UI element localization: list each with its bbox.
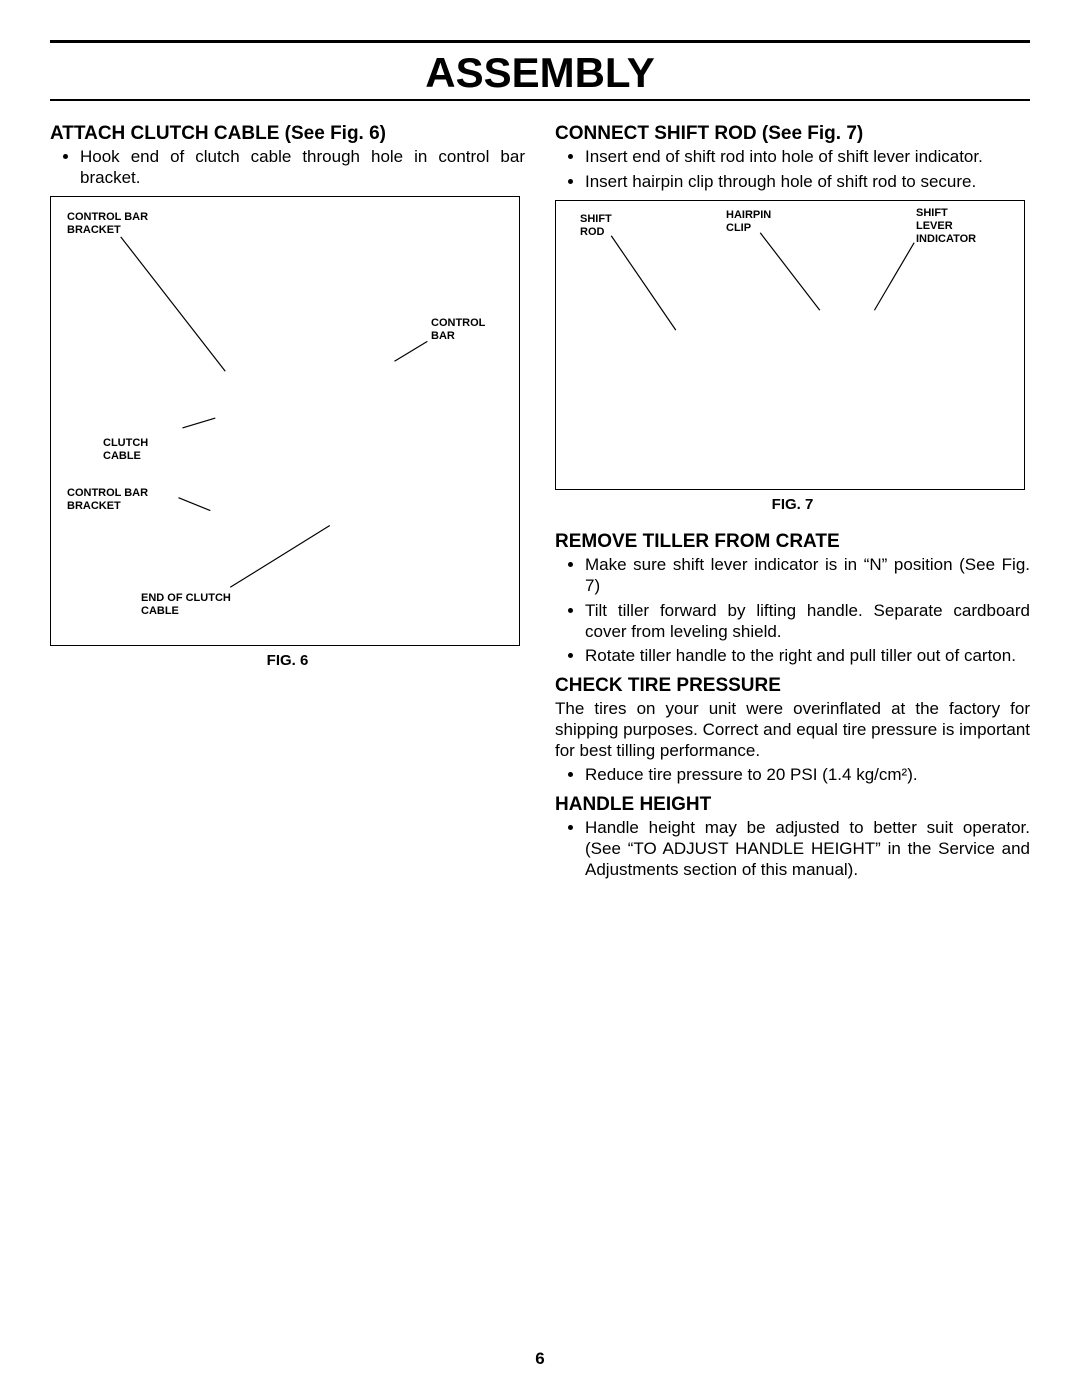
page-number: 6 (0, 1349, 1080, 1369)
list-item: Insert end of shift rod into hole of shi… (585, 147, 1030, 168)
bullet-list: Hook end of clutch cable through hole in… (50, 147, 525, 188)
figure-caption: FIG. 7 (555, 496, 1030, 513)
figure-label: END OF CLUTCHCABLE (141, 592, 231, 617)
list-item: Reduce tire pressure to 20 PSI (1.4 kg/c… (585, 765, 1030, 786)
figure-label: SHIFTLEVERINDICATOR (916, 207, 976, 245)
figure-label: CLUTCHCABLE (103, 437, 148, 462)
page-title: ASSEMBLY (50, 49, 1030, 97)
two-column-layout: ATTACH CLUTCH CABLE (See Fig. 6) Hook en… (50, 115, 1030, 888)
figure-label: CONTROLBAR (431, 317, 485, 342)
figure-label: SHIFTROD (580, 213, 612, 238)
list-item: Make sure shift lever indicator is in “N… (585, 555, 1030, 596)
figure-caption: FIG. 6 (50, 652, 525, 669)
page-root: ASSEMBLY ATTACH CLUTCH CABLE (See Fig. 6… (0, 0, 1080, 1397)
figure-7-box: SHIFTROD HAIRPINCLIP SHIFTLEVERINDICATOR (555, 200, 1025, 490)
bullet-list: Reduce tire pressure to 20 PSI (1.4 kg/c… (555, 765, 1030, 786)
figure-label: CONTROL BARBRACKET (67, 487, 148, 512)
list-item: Hook end of clutch cable through hole in… (80, 147, 525, 188)
section-heading: CONNECT SHIFT ROD (See Fig. 7) (555, 123, 1030, 145)
figure-label: CONTROL BARBRACKET (67, 211, 148, 236)
left-column: ATTACH CLUTCH CABLE (See Fig. 6) Hook en… (50, 115, 525, 888)
section-heading: HANDLE HEIGHT (555, 794, 1030, 816)
section-heading: CHECK TIRE PRESSURE (555, 675, 1030, 697)
section-heading: REMOVE TILLER FROM CRATE (555, 531, 1030, 553)
right-column: CONNECT SHIFT ROD (See Fig. 7) Insert en… (555, 115, 1030, 888)
top-rule (50, 40, 1030, 43)
list-item: Handle height may be adjusted to better … (585, 818, 1030, 880)
section-heading: ATTACH CLUTCH CABLE (See Fig. 6) (50, 123, 525, 145)
bullet-list: Handle height may be adjusted to better … (555, 818, 1030, 880)
list-item: Insert hairpin clip through hole of shif… (585, 172, 1030, 193)
bullet-list: Make sure shift lever indicator is in “N… (555, 555, 1030, 667)
under-rule (50, 99, 1030, 101)
figure-6-lines (51, 197, 519, 645)
figure-6-box: CONTROL BARBRACKET CONTROLBAR CLUTCHCABLE C… (50, 196, 520, 646)
bullet-list: Insert end of shift rod into hole of shi… (555, 147, 1030, 192)
list-item: Rotate tiller handle to the right and pu… (585, 646, 1030, 667)
list-item: Tilt tiller forward by lifting handle. S… (585, 601, 1030, 642)
paragraph: The tires on your unit were overinflated… (555, 699, 1030, 761)
figure-label: HAIRPINCLIP (726, 209, 771, 234)
